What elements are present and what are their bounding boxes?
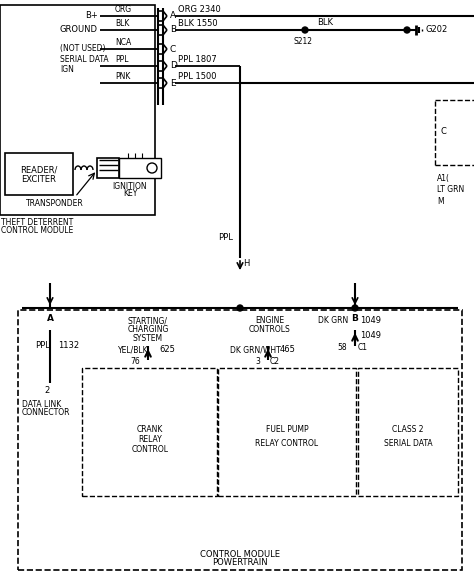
Text: SERIAL DATA: SERIAL DATA [60,54,109,64]
Text: IGN: IGN [60,65,74,73]
Text: CONTROL MODULE: CONTROL MODULE [200,550,280,559]
Text: A: A [46,314,54,323]
Circle shape [404,27,410,33]
Text: KEY: KEY [123,189,137,198]
Text: READER/: READER/ [20,165,58,175]
Bar [358,368,458,496]
Text: D: D [170,61,177,71]
Text: FUEL PUMP: FUEL PUMP [266,425,308,435]
Text: CONTROL MODULE: CONTROL MODULE [1,226,73,235]
Bar [82,368,217,496]
Text: PPL 1807: PPL 1807 [178,55,217,64]
Text: H: H [243,258,249,268]
Text: BLK 1550: BLK 1550 [178,19,218,28]
Text: ORG: ORG [115,5,132,14]
Text: ORG 2340: ORG 2340 [178,5,221,14]
Circle shape [352,305,358,311]
Text: C: C [441,128,447,136]
Text: GROUND: GROUND [60,25,98,35]
Text: CONTROL: CONTROL [131,446,168,454]
Text: B+: B+ [85,12,98,20]
Text: E: E [170,79,176,87]
Text: M: M [437,198,444,206]
Text: CONTROLS: CONTROLS [249,325,291,334]
Text: 625: 625 [159,346,175,354]
Text: CHARGING: CHARGING [128,325,169,334]
Circle shape [237,305,243,311]
Text: TRANSPONDER: TRANSPONDER [26,198,84,208]
Text: BLK: BLK [317,18,333,27]
Text: A: A [170,12,176,20]
Circle shape [302,27,308,33]
Text: YEL/BLK: YEL/BLK [118,346,149,354]
Bar [218,368,356,496]
Text: CONNECTOR: CONNECTOR [22,408,71,417]
Text: PPL: PPL [35,340,50,350]
Text: 1049: 1049 [360,332,381,340]
Text: A1(: A1( [437,173,450,183]
Text: POWERTRAIN: POWERTRAIN [212,558,268,567]
Text: PPL 1500: PPL 1500 [178,72,217,81]
Circle shape [147,163,157,173]
Bar [0,5,155,215]
Text: RELAY: RELAY [138,435,162,444]
Text: DK GRN/WHT: DK GRN/WHT [230,346,281,354]
Text: DK GRN: DK GRN [318,316,348,325]
Bar [5,153,73,195]
Text: B: B [170,25,176,35]
Text: 1049: 1049 [360,316,381,325]
Text: CRANK: CRANK [137,425,163,435]
Text: CLASS 2: CLASS 2 [392,425,424,435]
Text: SYSTEM: SYSTEM [133,334,163,343]
Text: B: B [352,314,358,323]
Text: NCA: NCA [115,38,131,47]
Text: 2: 2 [45,386,50,395]
Text: STARTING/: STARTING/ [128,316,168,325]
Text: EXCITER: EXCITER [21,175,56,183]
Text: THEFT DETERRENT: THEFT DETERRENT [1,218,73,227]
Text: 3: 3 [255,358,260,366]
Text: SERIAL DATA: SERIAL DATA [383,439,432,447]
Text: G202: G202 [426,25,448,35]
Text: PPL: PPL [218,234,233,243]
Text: C1: C1 [358,343,368,353]
Text: (NOT USED): (NOT USED) [60,45,106,54]
Text: C2: C2 [270,358,280,366]
Text: 465: 465 [280,346,296,354]
Text: IGNITION: IGNITION [113,182,147,191]
Text: DATA LINK: DATA LINK [22,400,61,409]
Bar [97,158,119,178]
Text: PPL: PPL [115,55,128,64]
Bar [18,310,462,570]
Text: PNK: PNK [115,72,130,81]
Text: 1132: 1132 [58,340,79,350]
Bar [119,158,161,178]
Text: S212: S212 [293,37,312,46]
Text: RELAY CONTROL: RELAY CONTROL [255,439,319,447]
Text: 58: 58 [337,343,347,353]
Text: 76: 76 [130,358,140,366]
Text: LT GRN: LT GRN [437,186,464,195]
Text: C: C [170,45,176,54]
Text: BLK: BLK [115,19,129,28]
Text: ENGINE: ENGINE [255,316,284,325]
